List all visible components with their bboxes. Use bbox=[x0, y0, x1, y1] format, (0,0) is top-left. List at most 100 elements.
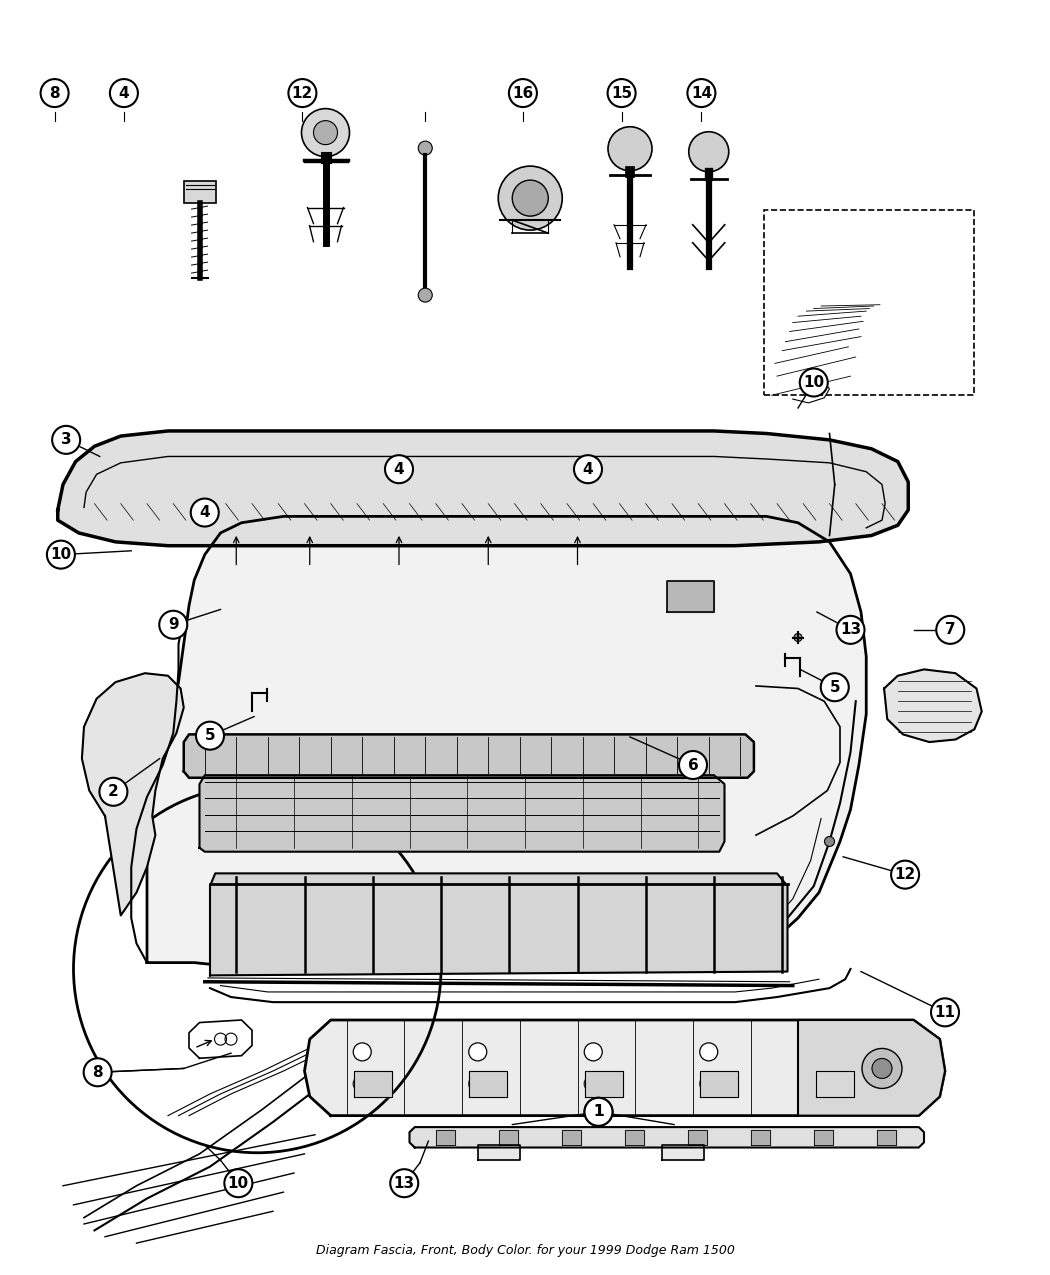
Text: 1: 1 bbox=[593, 1104, 604, 1119]
Polygon shape bbox=[751, 1130, 770, 1145]
Circle shape bbox=[512, 180, 548, 217]
Text: 4: 4 bbox=[200, 505, 210, 520]
Polygon shape bbox=[877, 1130, 896, 1145]
Text: 12: 12 bbox=[292, 85, 313, 101]
Text: 11: 11 bbox=[934, 1005, 956, 1020]
Circle shape bbox=[301, 108, 350, 157]
Circle shape bbox=[391, 1169, 418, 1197]
Text: 9: 9 bbox=[168, 617, 178, 632]
Bar bbox=[184, 181, 215, 203]
Polygon shape bbox=[304, 1020, 945, 1116]
Circle shape bbox=[418, 288, 433, 302]
Polygon shape bbox=[147, 516, 866, 969]
Circle shape bbox=[794, 634, 802, 641]
Circle shape bbox=[196, 722, 224, 750]
Circle shape bbox=[862, 1048, 902, 1089]
Polygon shape bbox=[499, 1130, 518, 1145]
Text: 10: 10 bbox=[50, 547, 71, 562]
Text: 10: 10 bbox=[803, 375, 824, 390]
Circle shape bbox=[815, 1043, 834, 1061]
Circle shape bbox=[585, 1098, 612, 1126]
Circle shape bbox=[100, 778, 127, 806]
Circle shape bbox=[584, 1075, 603, 1093]
Polygon shape bbox=[410, 1127, 924, 1148]
Circle shape bbox=[815, 1075, 834, 1093]
Circle shape bbox=[84, 1058, 111, 1086]
Circle shape bbox=[52, 426, 80, 454]
Polygon shape bbox=[200, 775, 724, 852]
Text: 8: 8 bbox=[92, 1065, 103, 1080]
Circle shape bbox=[608, 126, 652, 171]
Text: 5: 5 bbox=[830, 680, 840, 695]
Polygon shape bbox=[58, 431, 908, 546]
Polygon shape bbox=[700, 1071, 738, 1096]
Text: 5: 5 bbox=[205, 728, 215, 743]
Circle shape bbox=[608, 79, 635, 107]
Polygon shape bbox=[688, 1130, 707, 1145]
Text: 10: 10 bbox=[228, 1176, 249, 1191]
Circle shape bbox=[191, 499, 218, 527]
Polygon shape bbox=[184, 734, 754, 778]
Circle shape bbox=[699, 1075, 718, 1093]
Text: 1: 1 bbox=[593, 1104, 604, 1119]
Circle shape bbox=[574, 455, 602, 483]
Circle shape bbox=[872, 1058, 892, 1079]
Circle shape bbox=[418, 142, 433, 156]
Circle shape bbox=[499, 166, 562, 230]
Text: 12: 12 bbox=[895, 867, 916, 882]
Circle shape bbox=[468, 1043, 487, 1061]
Circle shape bbox=[41, 79, 68, 107]
Circle shape bbox=[824, 836, 835, 847]
Circle shape bbox=[509, 79, 537, 107]
Text: 13: 13 bbox=[394, 1176, 415, 1191]
Polygon shape bbox=[814, 1130, 833, 1145]
Circle shape bbox=[931, 998, 959, 1026]
Polygon shape bbox=[662, 1145, 704, 1160]
Circle shape bbox=[353, 1075, 372, 1093]
Text: 6: 6 bbox=[688, 757, 698, 773]
Polygon shape bbox=[562, 1130, 581, 1145]
Circle shape bbox=[689, 131, 729, 172]
Text: 7: 7 bbox=[945, 622, 956, 638]
Circle shape bbox=[679, 751, 707, 779]
Polygon shape bbox=[667, 581, 714, 612]
Circle shape bbox=[289, 79, 316, 107]
Circle shape bbox=[699, 1043, 718, 1061]
Text: 4: 4 bbox=[394, 462, 404, 477]
Polygon shape bbox=[436, 1130, 455, 1145]
Polygon shape bbox=[82, 673, 184, 915]
Circle shape bbox=[47, 541, 75, 569]
Circle shape bbox=[585, 1098, 612, 1126]
Polygon shape bbox=[478, 1145, 520, 1160]
Circle shape bbox=[468, 1075, 487, 1093]
Polygon shape bbox=[884, 669, 982, 742]
Text: 8: 8 bbox=[49, 85, 60, 101]
Circle shape bbox=[800, 368, 827, 397]
Text: 13: 13 bbox=[840, 622, 861, 638]
Circle shape bbox=[837, 616, 864, 644]
Text: 4: 4 bbox=[119, 85, 129, 101]
Circle shape bbox=[353, 1043, 372, 1061]
Polygon shape bbox=[798, 1020, 945, 1116]
Polygon shape bbox=[625, 1130, 644, 1145]
Circle shape bbox=[385, 455, 413, 483]
Text: 14: 14 bbox=[691, 85, 712, 101]
Circle shape bbox=[225, 1169, 252, 1197]
Circle shape bbox=[160, 611, 187, 639]
Text: Diagram Fascia, Front, Body Color. for your 1999 Dodge Ram 1500: Diagram Fascia, Front, Body Color. for y… bbox=[316, 1244, 734, 1257]
Polygon shape bbox=[210, 873, 788, 975]
Circle shape bbox=[937, 616, 964, 644]
Text: 4: 4 bbox=[583, 462, 593, 477]
Text: 2: 2 bbox=[108, 784, 119, 799]
Text: 3: 3 bbox=[61, 432, 71, 448]
Circle shape bbox=[314, 121, 337, 144]
Polygon shape bbox=[469, 1071, 507, 1096]
Circle shape bbox=[110, 79, 138, 107]
Circle shape bbox=[688, 79, 715, 107]
Circle shape bbox=[584, 1043, 603, 1061]
Circle shape bbox=[891, 861, 919, 889]
Circle shape bbox=[821, 673, 848, 701]
Polygon shape bbox=[585, 1071, 623, 1096]
Polygon shape bbox=[354, 1071, 392, 1096]
Text: 16: 16 bbox=[512, 85, 533, 101]
